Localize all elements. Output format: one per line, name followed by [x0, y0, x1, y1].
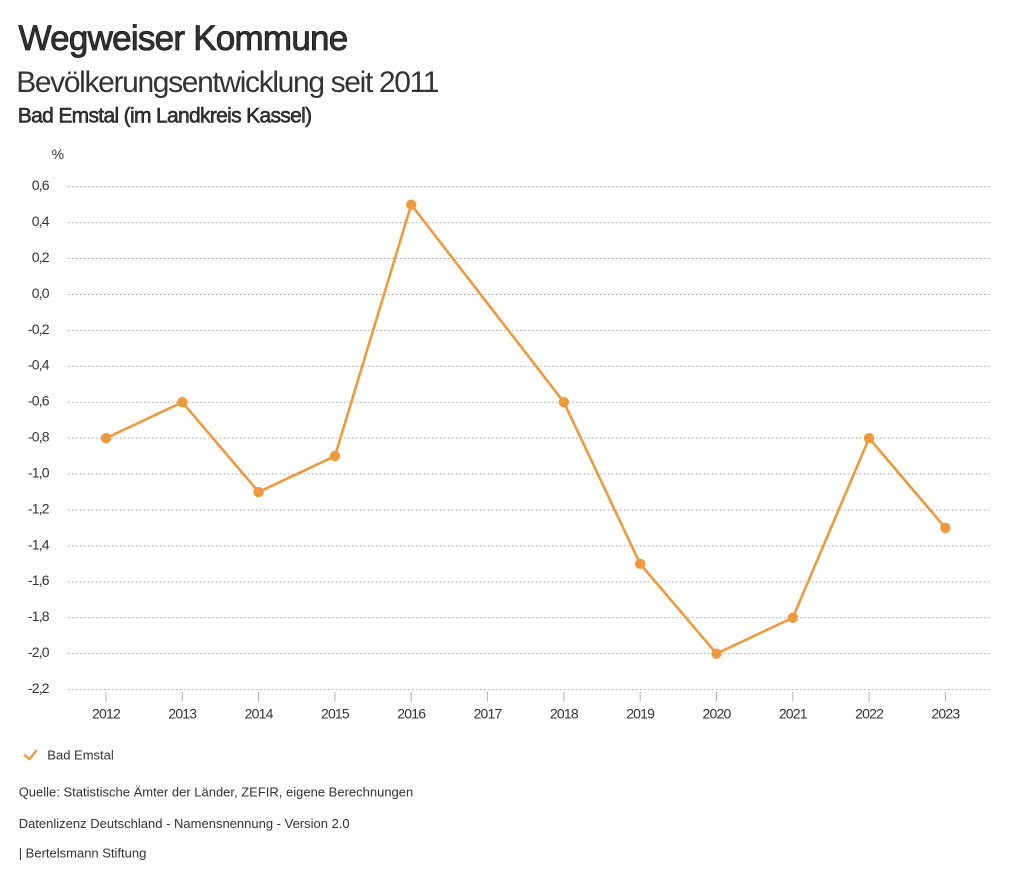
svg-text:2022: 2022	[855, 706, 884, 722]
svg-text:-1,6: -1,6	[28, 572, 50, 588]
svg-text:0,2: 0,2	[32, 249, 50, 265]
svg-text:Bad Emstal (im Landkreis Kasse: Bad Emstal (im Landkreis Kassel)	[18, 105, 312, 128]
svg-text:2016: 2016	[397, 706, 426, 722]
svg-text:-1,2: -1,2	[28, 500, 50, 516]
svg-text:-1,8: -1,8	[28, 608, 50, 624]
svg-text:Bevölkerungsentwicklung seit 2: Bevölkerungsentwicklung seit 2011	[16, 66, 439, 99]
svg-text:Bad Emstal: Bad Emstal	[47, 747, 114, 762]
svg-text:Wegweiser Kommune: Wegweiser Kommune	[19, 19, 348, 58]
svg-text:| Bertelsmann Stiftung: | Bertelsmann Stiftung	[19, 846, 147, 861]
svg-text:%: %	[52, 146, 64, 162]
svg-text:Quelle: Statistische Ämter der: Quelle: Statistische Ämter der Länder, Z…	[19, 784, 414, 799]
svg-text:-2,0: -2,0	[28, 644, 50, 660]
svg-text:-1,4: -1,4	[28, 536, 50, 552]
svg-text:-0,2: -0,2	[28, 321, 50, 337]
svg-text:2020: 2020	[703, 706, 732, 722]
svg-text:2014: 2014	[245, 706, 274, 722]
svg-text:-2,2: -2,2	[28, 680, 50, 696]
svg-text:2019: 2019	[626, 706, 655, 722]
svg-text:2018: 2018	[550, 706, 579, 722]
svg-text:2023: 2023	[931, 706, 960, 722]
svg-text:2015: 2015	[321, 706, 350, 722]
svg-text:-0,6: -0,6	[28, 393, 50, 409]
svg-text:-0,8: -0,8	[28, 429, 50, 445]
svg-text:2013: 2013	[168, 706, 197, 722]
svg-text:0,0: 0,0	[32, 285, 50, 301]
svg-text:2012: 2012	[92, 706, 121, 722]
svg-text:-0,4: -0,4	[28, 357, 50, 373]
svg-text:0,6: 0,6	[32, 177, 50, 193]
svg-text:0,4: 0,4	[32, 213, 50, 229]
svg-text:-1,0: -1,0	[28, 464, 50, 480]
svg-text:Datenlizenz Deutschland - Name: Datenlizenz Deutschland - Namensnennung …	[19, 816, 350, 831]
svg-text:2021: 2021	[779, 706, 808, 722]
svg-text:2017: 2017	[474, 706, 503, 722]
